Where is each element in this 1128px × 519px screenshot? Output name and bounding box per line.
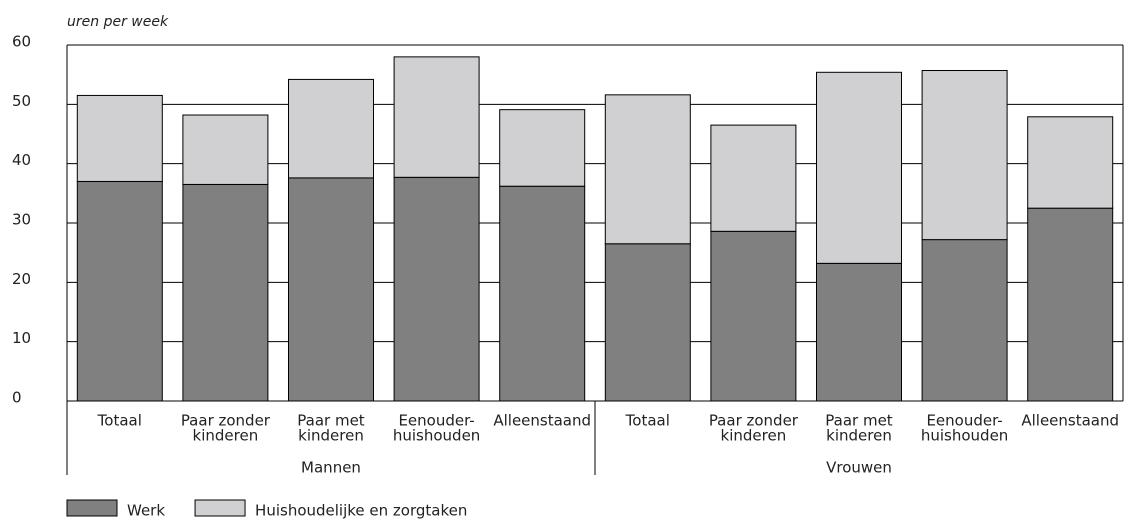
x-tick-label: Alleenstaand [493, 412, 591, 430]
bar-segment [1027, 116, 1114, 209]
x-tick-label: Totaal [625, 412, 670, 430]
x-tick-label: Alleenstaand [1021, 412, 1119, 430]
x-tick-label: kinderen [298, 427, 364, 445]
y-tick-label: 30 [12, 211, 31, 229]
bar-segment [76, 94, 163, 182]
x-tick-label: huishouden [393, 427, 480, 445]
bar-segment [499, 185, 586, 402]
bar-segment [182, 114, 269, 185]
bar-segment [604, 94, 691, 245]
bar-segment [816, 71, 902, 264]
bar-segment [288, 78, 374, 179]
bar-segment [604, 243, 691, 402]
x-tick-label: huishouden [921, 427, 1008, 445]
x-tick-label: Eenouder- [398, 412, 474, 430]
y-tick-label: 50 [12, 92, 31, 110]
legend-label: Huishoudelijke en zorgtaken [255, 502, 467, 519]
y-tick-label: 0 [12, 389, 22, 407]
bar-segment [182, 183, 269, 402]
bar-segment [921, 239, 1008, 402]
bar-segment [921, 70, 1008, 241]
bar-segment [816, 262, 902, 402]
x-tick-label: Paar zonder [181, 412, 271, 430]
bar-segment [288, 177, 374, 402]
x-tick-label: Paar met [825, 412, 893, 430]
x-tick-label: Paar zonder [709, 412, 799, 430]
legend-swatch [194, 499, 246, 517]
bar-segment [393, 176, 480, 402]
x-tick-label: kinderen [826, 427, 892, 445]
x-tick-label: Paar met [297, 412, 365, 430]
bar-segment [76, 180, 163, 402]
y-tick-label: 10 [12, 329, 31, 347]
bar-segment [499, 109, 586, 187]
legend-swatch [66, 499, 118, 517]
group-label: Mannen [301, 459, 361, 477]
x-tick-label: kinderen [193, 427, 259, 445]
x-tick-label: kinderen [721, 427, 787, 445]
y-tick-label: 20 [12, 270, 31, 288]
bar-segment [710, 230, 797, 402]
y-axis-label: uren per week [67, 14, 169, 30]
legend-label: Werk [127, 502, 165, 519]
y-tick-label: 40 [12, 151, 31, 169]
bar-segment [393, 56, 480, 178]
bar-segment [710, 124, 797, 232]
x-tick-label: Eenouder- [926, 412, 1002, 430]
x-tick-label: Totaal [97, 412, 142, 430]
group-label: Vrouwen [826, 459, 892, 477]
y-tick-label: 60 [12, 33, 31, 51]
bar-segment [1027, 207, 1114, 402]
